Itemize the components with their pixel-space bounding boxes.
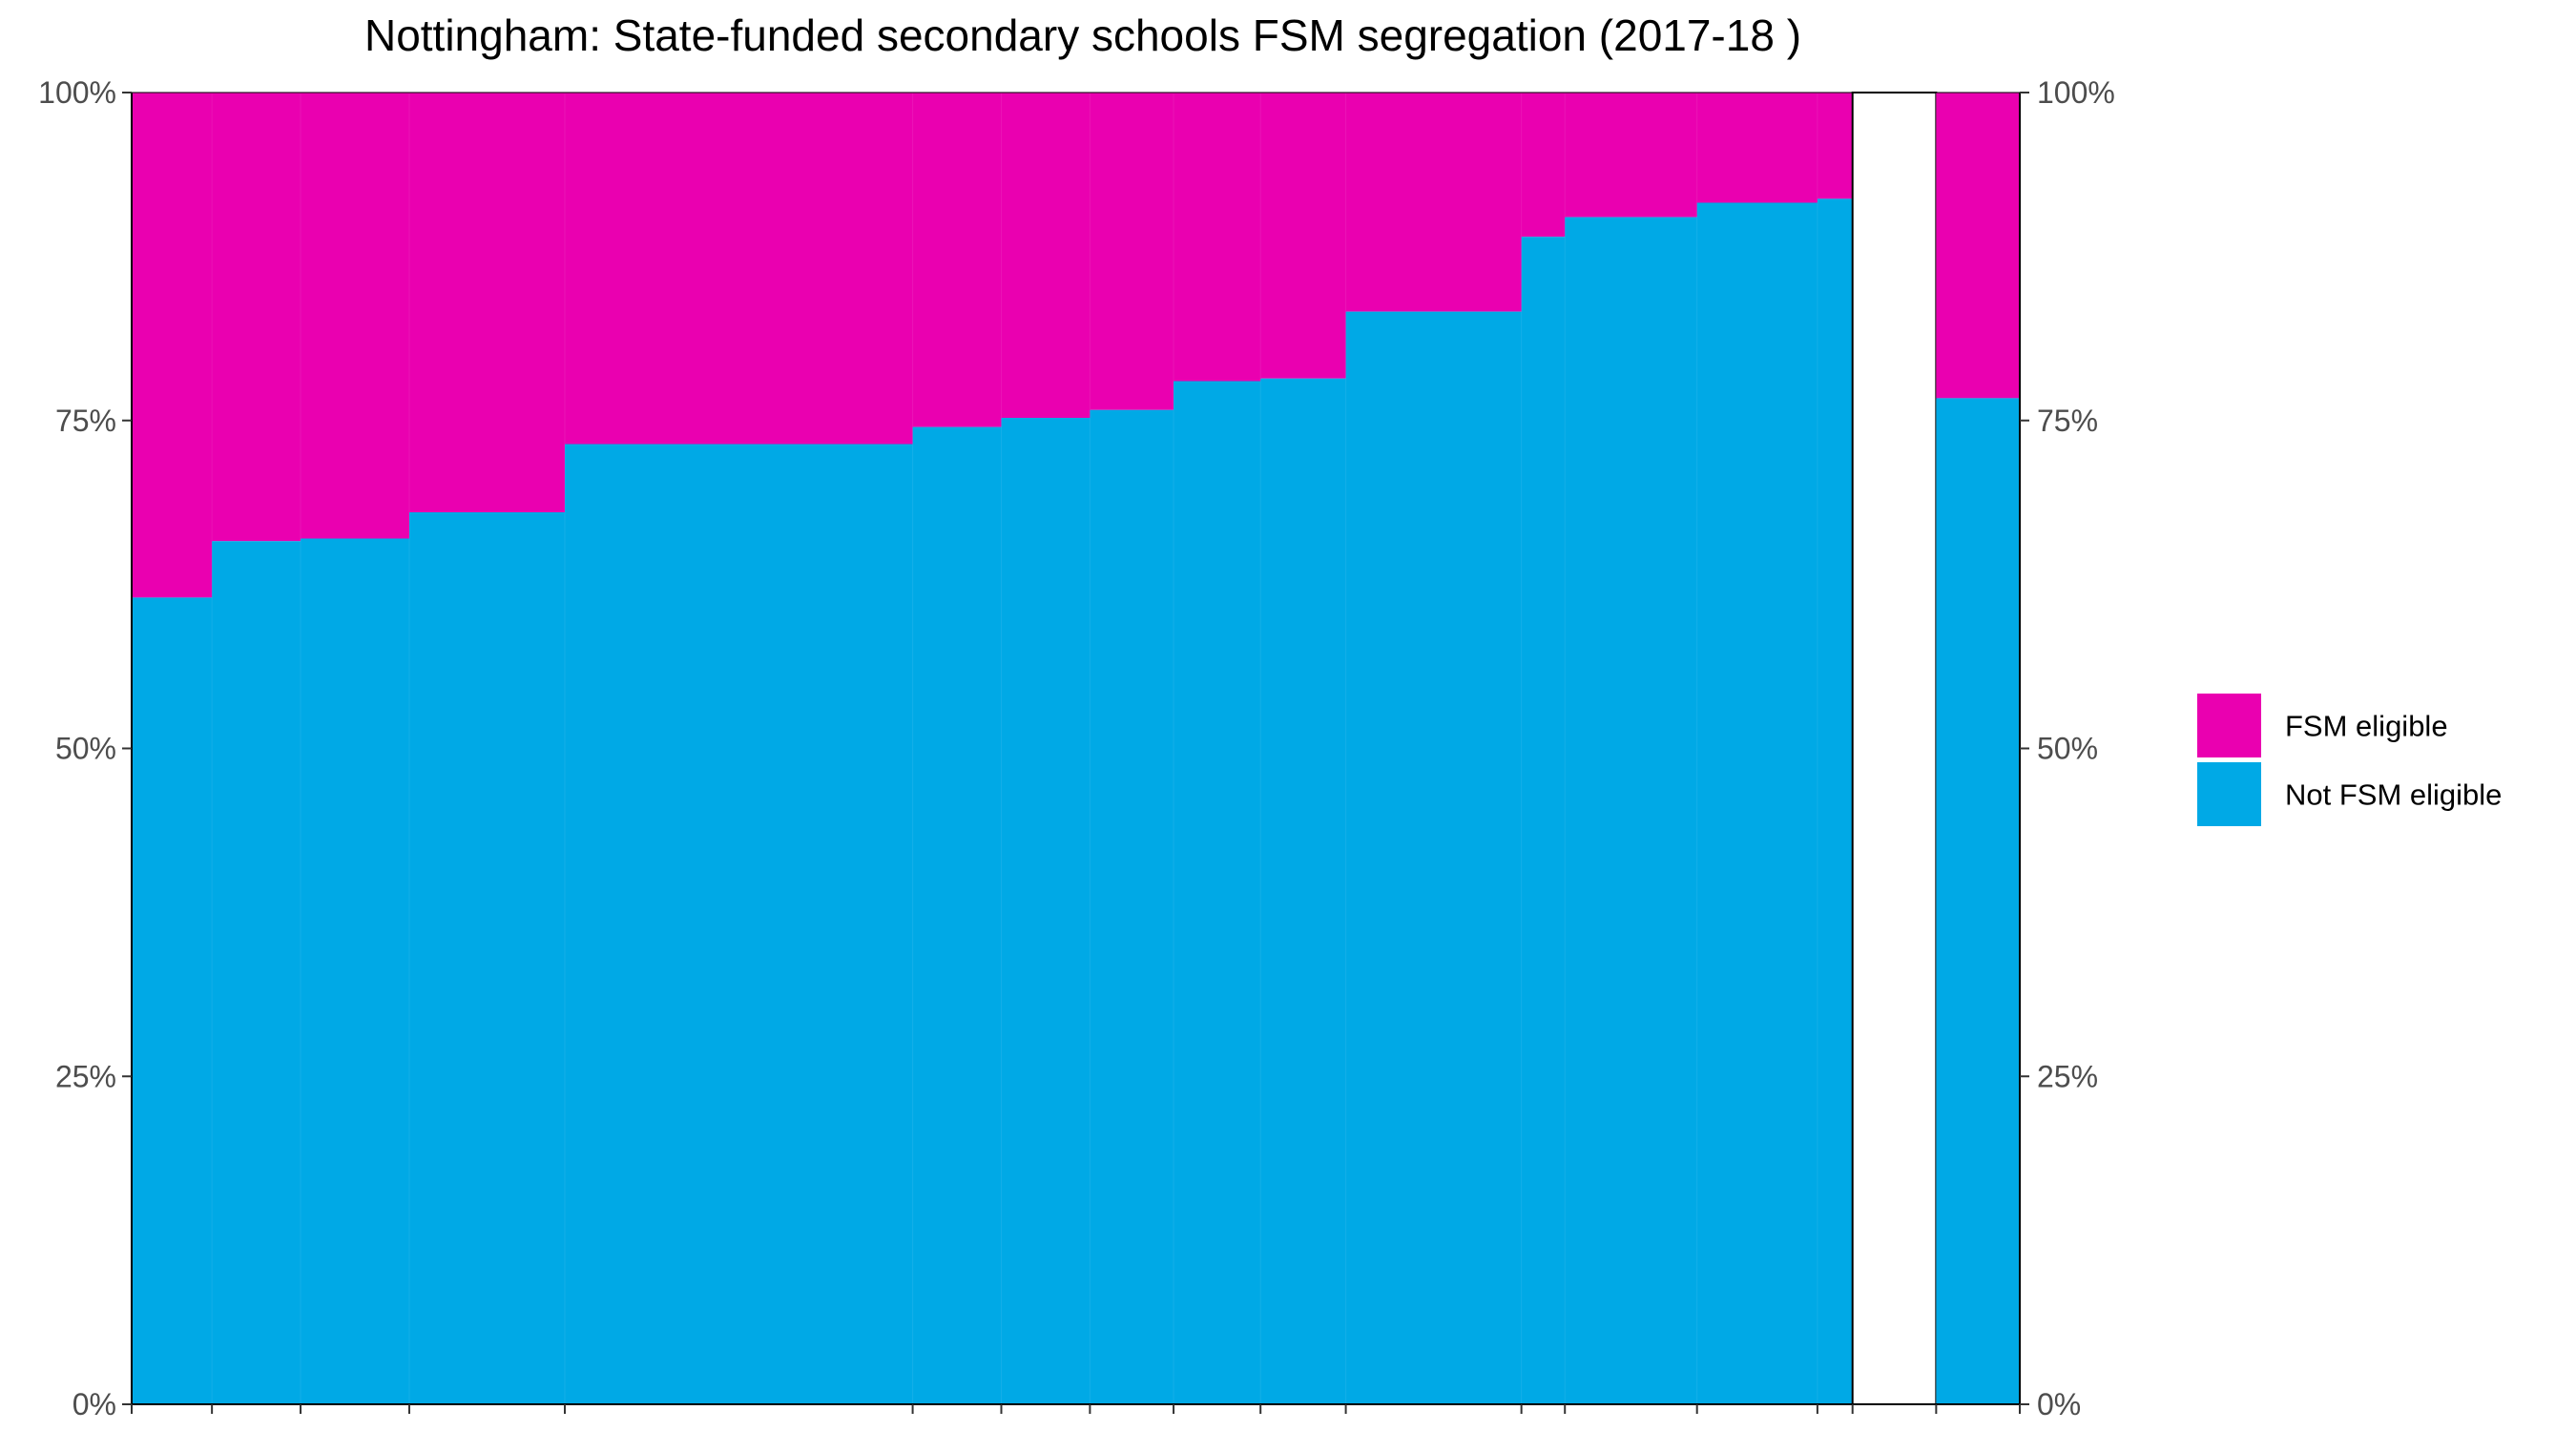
chart-title: Nottingham: State-funded secondary schoo… (364, 10, 1802, 60)
bar-not-fsm-eligible-1 (212, 541, 301, 1404)
bar-fsm-eligible-10 (1345, 93, 1523, 312)
left-y-axis: 0% 25% 50% 75% 100% (38, 75, 132, 1421)
bar-not-fsm-eligible-13 (1696, 202, 1818, 1404)
bar-not-fsm-eligible-12 (1565, 217, 1698, 1404)
bar-fsm-eligible-5 (912, 93, 1003, 427)
left-y-tick-label-2: 50% (55, 732, 116, 766)
bar-fsm-eligible-8 (1174, 93, 1261, 382)
bar-not-fsm-eligible-2 (301, 538, 410, 1404)
bar-fsm-eligible-3 (408, 93, 566, 512)
bar-fsm-eligible-7 (1090, 93, 1174, 410)
legend-key-0 (2197, 694, 2261, 757)
right-y-tick-label-1: 25% (2037, 1059, 2098, 1093)
x-axis (131, 1404, 2021, 1414)
bars-group (131, 92, 2021, 1405)
right-y-tick-label-0: 0% (2037, 1387, 2081, 1421)
bar-not-fsm-eligible-7 (1090, 409, 1174, 1404)
bar-fsm-eligible-11 (1521, 93, 1566, 238)
bar-not-fsm-eligible-8 (1174, 381, 1261, 1404)
bar-fsm-eligible-0 (132, 93, 213, 598)
gap-bar-15 (1851, 92, 1938, 1405)
bar-not-fsm-eligible-11 (1521, 237, 1566, 1404)
bar-fsm-eligible-9 (1260, 93, 1347, 379)
bar-not-fsm-eligible-5 (912, 426, 1003, 1404)
bar-fsm-eligible-13 (1696, 93, 1818, 203)
left-y-tick-label-1: 25% (55, 1059, 116, 1093)
bar-not-fsm-eligible-0 (132, 597, 213, 1404)
bar-not-fsm-eligible-9 (1260, 378, 1347, 1404)
bar-not-fsm-eligible-3 (408, 512, 566, 1404)
right-y-axis: 0% 25% 50% 75% 100% (2020, 75, 2115, 1421)
left-y-tick-label-4: 100% (38, 75, 116, 110)
bar-not-fsm-eligible-6 (1001, 418, 1091, 1404)
bar-fsm-eligible-16 (1936, 93, 2021, 399)
legend-label-0: FSM eligible (2285, 710, 2448, 743)
bar-fsm-eligible-2 (301, 93, 410, 539)
bar-fsm-eligible-6 (1001, 93, 1091, 418)
bar-fsm-eligible-1 (212, 93, 301, 542)
bar-fsm-eligible-12 (1565, 93, 1698, 218)
right-y-tick-label-4: 100% (2037, 75, 2115, 110)
legend-key-1 (2197, 762, 2261, 826)
bar-fsm-eligible-14 (1817, 93, 1854, 199)
bar-fsm-eligible-4 (564, 93, 914, 445)
bar-not-fsm-eligible-4 (564, 444, 914, 1404)
bar-not-fsm-eligible-16 (1936, 398, 2021, 1404)
legend: FSM eligible Not FSM eligible (2197, 694, 2502, 826)
right-y-tick-label-2: 50% (2037, 732, 2098, 766)
bar-not-fsm-eligible-10 (1345, 311, 1523, 1404)
right-y-tick-label-3: 75% (2037, 404, 2098, 438)
left-y-tick-label-3: 75% (55, 404, 116, 438)
bar-not-fsm-eligible-14 (1817, 198, 1854, 1404)
legend-label-1: Not FSM eligible (2285, 778, 2502, 812)
left-y-tick-label-0: 0% (73, 1387, 116, 1421)
